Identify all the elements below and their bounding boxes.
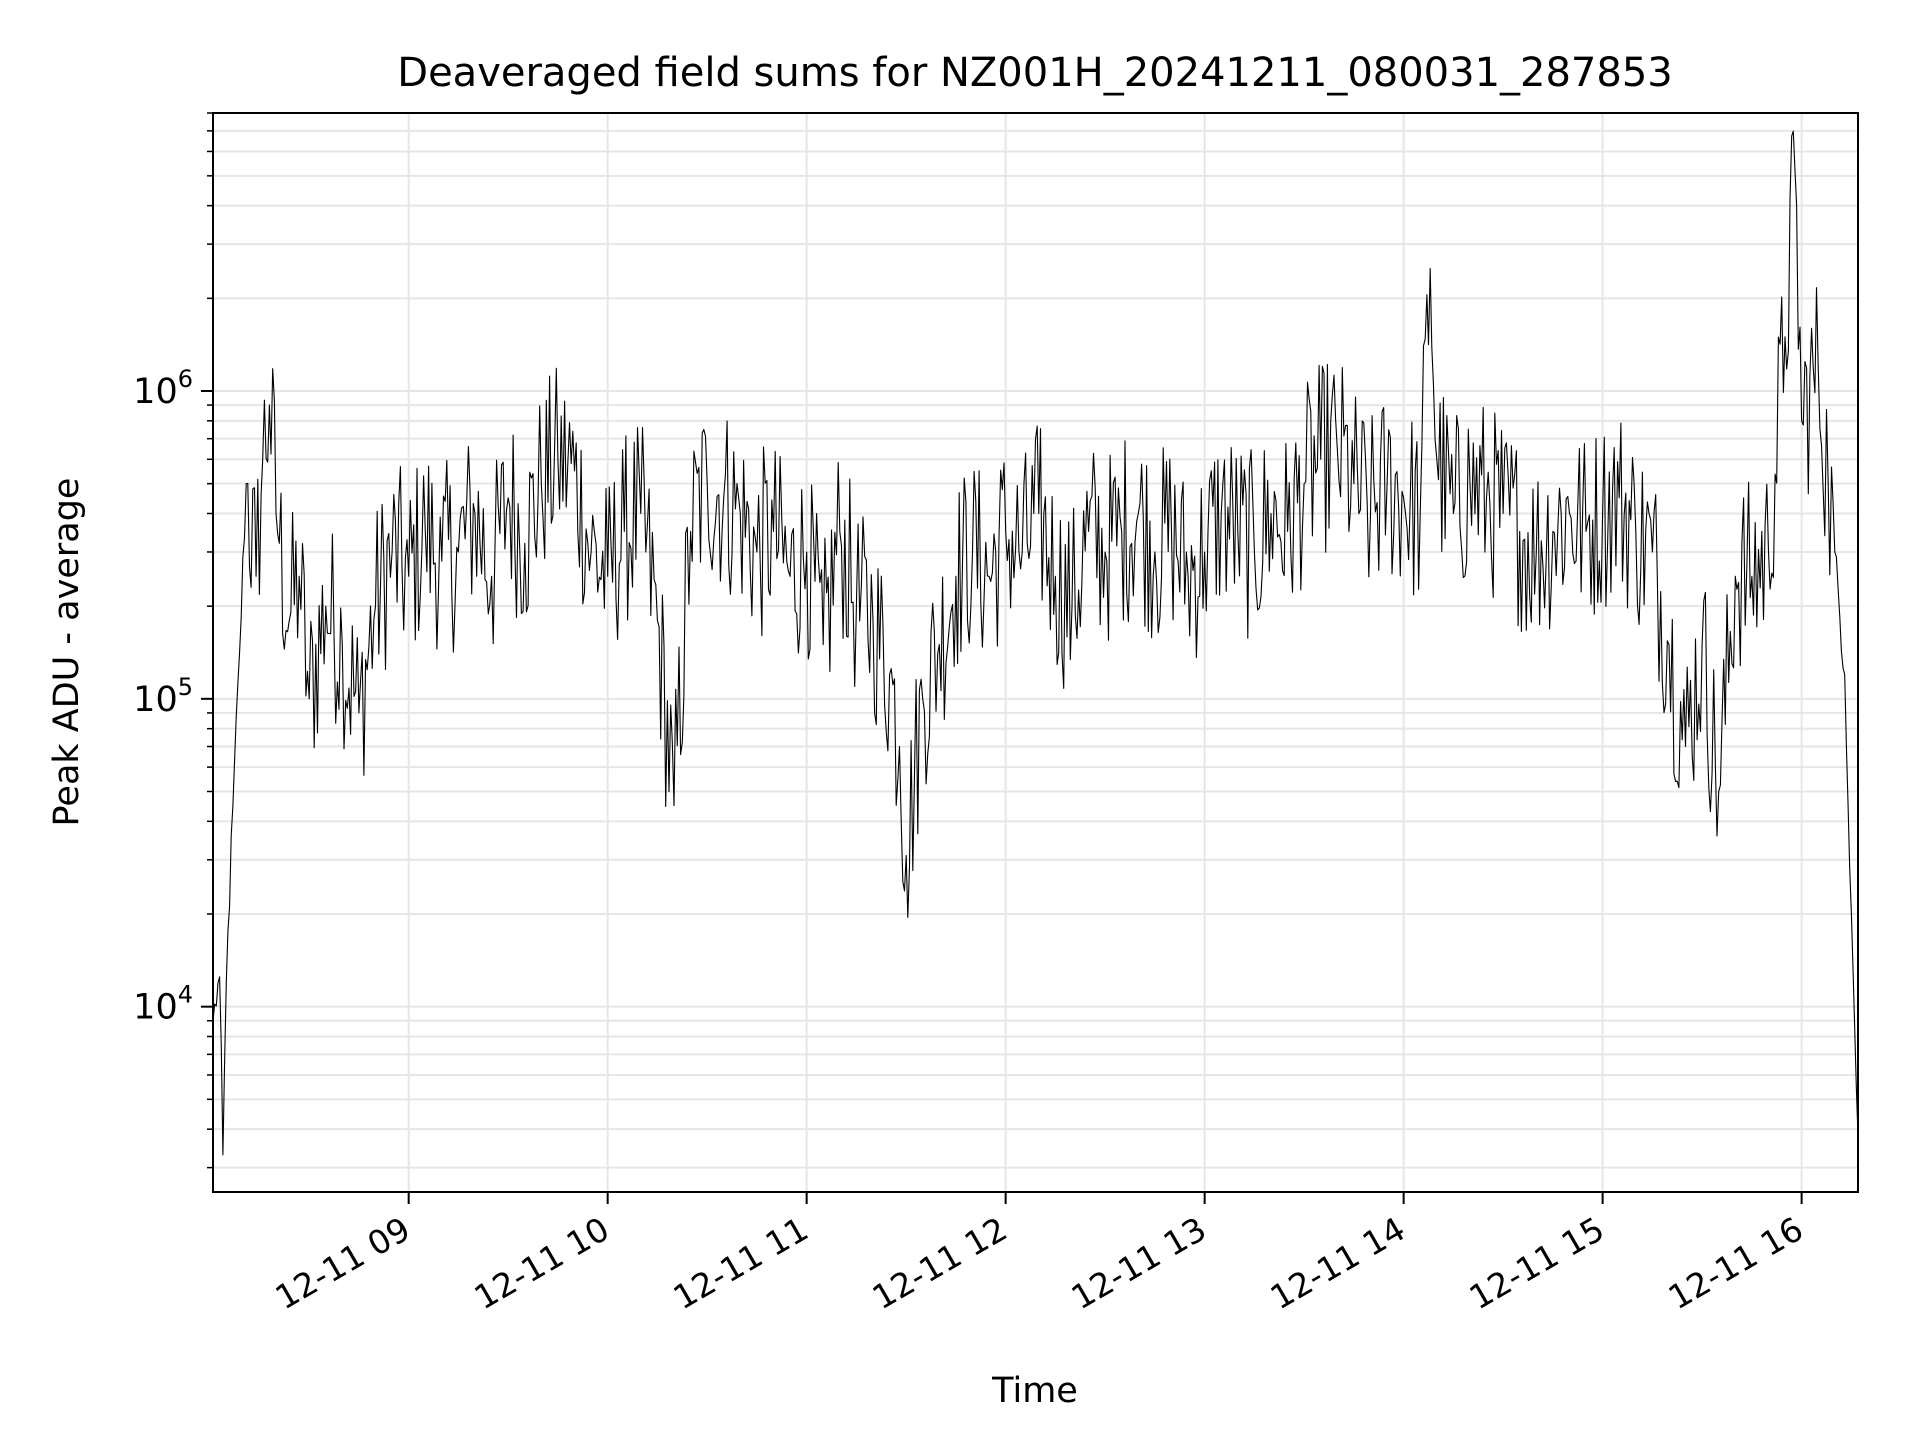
- series-line: [212, 130, 1859, 1156]
- y-axis-label: Peak ADU - average: [47, 478, 87, 827]
- chart-title: Deaveraged field sums for NZ001H_2024121…: [397, 50, 1672, 96]
- y-tick-label: 105: [133, 673, 193, 720]
- y-ticks: 104 105 106: [133, 112, 213, 1169]
- plot-frame: [212, 112, 1859, 1193]
- x-axis-label: Time: [991, 1371, 1078, 1411]
- y-tick-label: 106: [133, 365, 193, 412]
- y-tick-label: 104: [133, 981, 193, 1028]
